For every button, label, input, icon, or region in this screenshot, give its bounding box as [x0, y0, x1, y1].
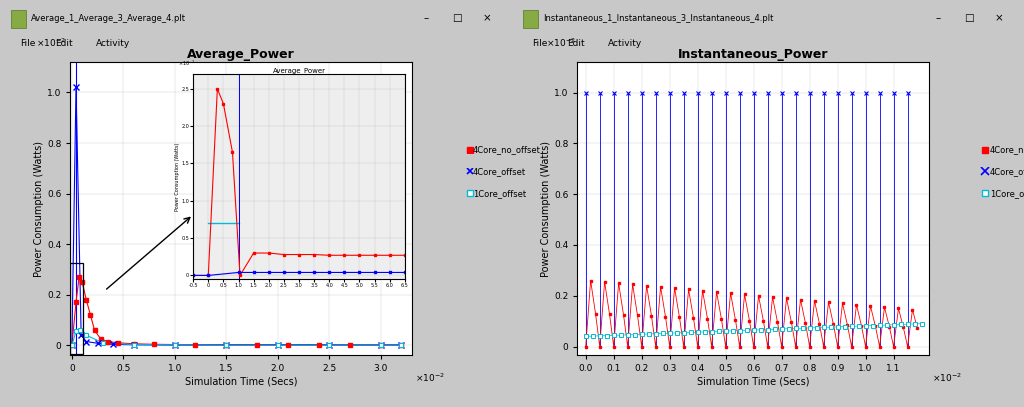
Text: $\times10^{-2}$: $\times10^{-2}$ — [546, 37, 575, 49]
Y-axis label: Power Consumption (Watts): Power Consumption (Watts) — [34, 141, 44, 277]
Text: Edit: Edit — [55, 39, 73, 48]
Bar — [523, 10, 539, 28]
X-axis label: Simulation Time (Secs): Simulation Time (Secs) — [696, 376, 809, 386]
Text: 4Core_offset: 4Core_offset — [473, 167, 526, 176]
Text: □: □ — [452, 13, 462, 23]
Text: $\times10^{-2}$: $\times10^{-2}$ — [415, 372, 444, 384]
X-axis label: Simulation Time (Secs): Simulation Time (Secs) — [184, 376, 297, 386]
Text: File: File — [20, 39, 36, 48]
Bar — [11, 10, 27, 28]
Text: ×: × — [482, 13, 492, 23]
Text: Edit: Edit — [567, 39, 585, 48]
Text: Average_1_Average_3_Average_4.plt: Average_1_Average_3_Average_4.plt — [31, 14, 186, 23]
Text: File: File — [532, 39, 548, 48]
Text: ×: × — [994, 13, 1004, 23]
Text: 4Core_offset: 4Core_offset — [990, 167, 1024, 176]
Title: Instantaneous_Power: Instantaneous_Power — [678, 48, 828, 61]
Title: Average_Power: Average_Power — [187, 48, 295, 61]
Text: □: □ — [964, 13, 974, 23]
Text: $\times10^{-2}$: $\times10^{-2}$ — [36, 37, 66, 49]
Y-axis label: Power Consumption (Watts): Power Consumption (Watts) — [541, 141, 551, 277]
Text: Instantaneous_1_Instantaneous_3_Instantaneous_4.plt: Instantaneous_1_Instantaneous_3_Instanta… — [543, 14, 773, 23]
Text: $\times10^{-2}$: $\times10^{-2}$ — [932, 372, 962, 384]
Bar — [71, 263, 83, 354]
Text: 4Core_no_offset: 4Core_no_offset — [473, 146, 541, 155]
Text: 1Core_offset: 1Core_offset — [473, 189, 526, 198]
Text: –: – — [936, 13, 941, 23]
Text: Activity: Activity — [607, 39, 642, 48]
Text: –: – — [424, 13, 429, 23]
Text: 1Core_offset: 1Core_offset — [990, 189, 1024, 198]
Text: Activity: Activity — [95, 39, 130, 48]
Text: 4Core_no_offset: 4Core_no_offset — [990, 146, 1024, 155]
